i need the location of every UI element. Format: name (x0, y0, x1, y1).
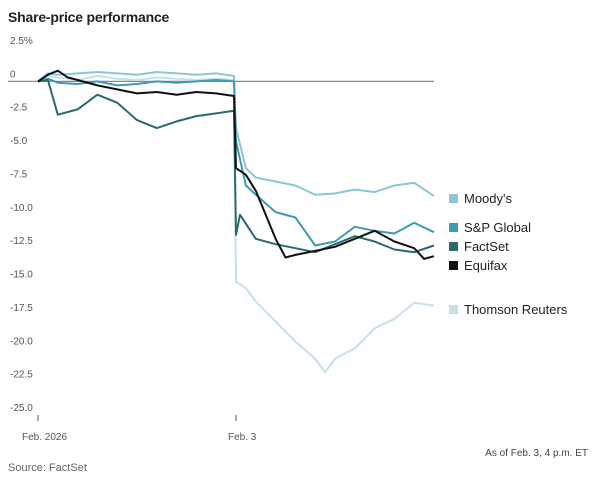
x-axis: Feb. 2026 Feb. 3 (22, 415, 257, 443)
y-tick-label: -20.0 (10, 336, 33, 347)
legend: Moody's S&P Global FactSet Equifax Thomson R… (449, 191, 568, 317)
x-tick-label: Feb. 2026 (22, 432, 67, 443)
y-tick-label: -7.5 (10, 169, 28, 180)
y-tick-label: 2.5% (10, 36, 33, 47)
legend-swatch (449, 305, 458, 314)
series-line-equifax (37, 69, 435, 260)
y-tick-label: -22.5 (10, 370, 33, 381)
y-tick-label: -5.0 (10, 136, 28, 147)
legend-label: S&P Global (464, 220, 531, 235)
y-tick-label: -12.5 (10, 236, 33, 247)
legend-label: Moody's (464, 191, 513, 206)
y-tick-label: -17.5 (10, 303, 33, 314)
x-tick-label: Feb. 3 (228, 432, 257, 443)
legend-swatch (449, 261, 458, 270)
legend-label: Equifax (464, 258, 508, 273)
y-tick-label: -25.0 (10, 403, 33, 414)
chart-title: Share-price performance (8, 9, 170, 25)
y-tick-label: 0 (10, 69, 16, 80)
y-axis: 2.5% 0 -2.5 -5.0 -7.5 -10.0 -12.5 -15.0 -17.5 -20… (8, 36, 434, 414)
legend-swatch (449, 223, 458, 232)
y-tick-label: -10.0 (10, 203, 33, 214)
legend-swatch (449, 194, 458, 203)
as-of-note: As of Feb. 3, 4 p.m. ET (485, 448, 588, 459)
series-line-thomson-reuters (37, 75, 435, 374)
source-note: Source: FactSet (8, 462, 87, 474)
legend-label: Thomson Reuters (464, 302, 568, 317)
series-lines (37, 69, 435, 374)
y-tick-label: -15.0 (10, 270, 33, 281)
legend-label: FactSet (464, 239, 509, 254)
y-tick-label: -2.5 (10, 103, 28, 114)
legend-swatch (449, 242, 458, 251)
